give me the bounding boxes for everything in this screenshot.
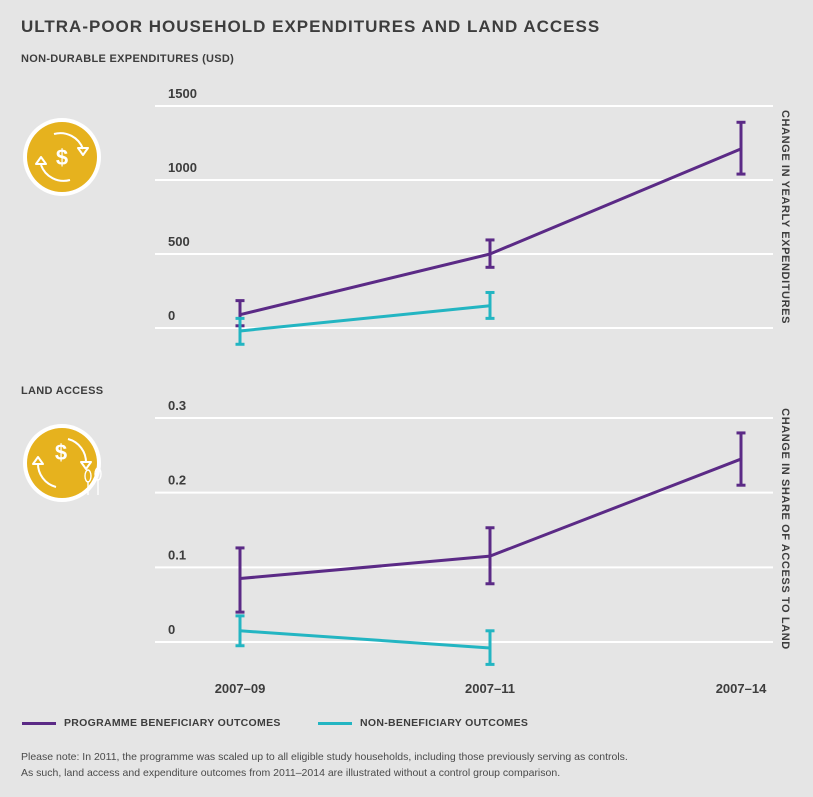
legend-programme-swatch xyxy=(22,721,56,725)
footnote: Please note: In 2011, the programme was … xyxy=(21,749,628,781)
legend-non: NON-BENEFICIARY OUTCOMES xyxy=(318,717,528,729)
chart1-y-tick: 1500 xyxy=(168,86,197,101)
chart2-y-tick: 0.3 xyxy=(168,398,186,413)
chart1-y-axis-label: CHANGE IN YEARLY EXPENDITURES xyxy=(779,110,791,324)
money-crops-cycle-icon: $ xyxy=(22,423,102,503)
legend-programme: PROGRAMME BENEFICIARY OUTCOMES xyxy=(22,717,281,729)
chart2-non-point xyxy=(238,629,242,633)
footnote-line-2: As such, land access and expenditure out… xyxy=(21,767,561,779)
chart2-title: LAND ACCESS xyxy=(21,385,104,397)
svg-text:$: $ xyxy=(56,145,68,170)
chart1-programme-line xyxy=(239,147,742,317)
chart1-non-point xyxy=(488,304,492,308)
chart2-y-tick: 0 xyxy=(168,622,175,637)
chart1-non-point xyxy=(238,329,242,333)
chart1-y-tick: 0 xyxy=(168,308,175,323)
chart1-programme-point xyxy=(739,147,743,151)
page-title: ULTRA-POOR HOUSEHOLD EXPENDITURES AND LA… xyxy=(21,17,601,36)
chart1-programme-point xyxy=(238,313,242,317)
chart1-non-line xyxy=(239,304,491,333)
svg-text:$: $ xyxy=(55,440,67,465)
x-tick-label: 2007–14 xyxy=(716,681,767,696)
chart2-y-tick: 0.2 xyxy=(168,473,186,488)
legend-non-swatch xyxy=(318,721,352,725)
chart2-programme-point xyxy=(488,554,492,558)
chart2-y-tick: 0.1 xyxy=(168,547,186,562)
chart2-non-line xyxy=(239,629,491,650)
x-tick-label: 2007–09 xyxy=(215,681,266,696)
chart2-non-point xyxy=(488,646,492,650)
chart2-y-axis-label: CHANGE IN SHARE OF ACCESS TO LAND xyxy=(779,408,791,650)
chart1-y-tick: 500 xyxy=(168,234,190,249)
money-cycle-icon: $ xyxy=(22,117,102,197)
legend-programme-label: PROGRAMME BENEFICIARY OUTCOMES xyxy=(64,717,281,729)
x-tick-label: 2007–11 xyxy=(465,681,515,696)
chart2-programme-point xyxy=(238,577,242,581)
legend-non-label: NON-BENEFICIARY OUTCOMES xyxy=(360,717,529,729)
chart1-y-tick: 1000 xyxy=(168,160,197,175)
chart2-programme-point xyxy=(739,457,743,461)
icon-circle xyxy=(27,122,97,192)
chart1-programme-point xyxy=(488,252,492,256)
footnote-line-1: Please note: In 2011, the programme was … xyxy=(21,751,628,763)
chart1-title: NON-DURABLE EXPENDITURES (USD) xyxy=(21,53,235,65)
